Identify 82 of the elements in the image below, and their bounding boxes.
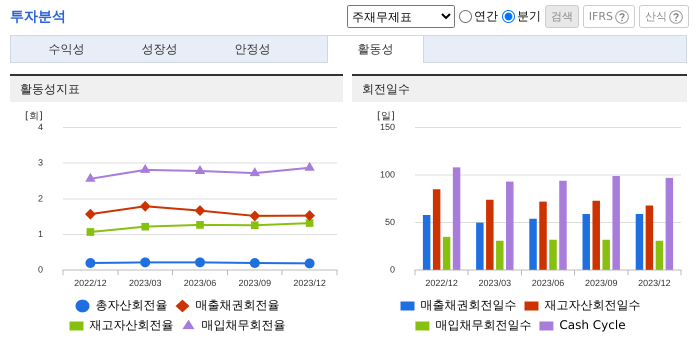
text: 주재무제표	[346, 5, 455, 28]
bar	[666, 178, 674, 270]
x-tick-label: 2023/12	[293, 278, 326, 288]
text: 성장성	[140, 41, 178, 58]
bar	[549, 240, 557, 270]
y-tick-label: 2	[38, 193, 44, 204]
x-tick-label: 2023/12	[638, 278, 671, 288]
x-tick-label: 2023/06	[532, 278, 564, 288]
x-tick-label: 2023/09	[238, 278, 272, 288]
point	[85, 258, 96, 268]
text: 분기	[516, 8, 541, 25]
legend-label: 재고자산회전율	[90, 318, 174, 332]
x-tick-label: 2022/12	[74, 278, 107, 288]
text: 연간	[472, 8, 498, 25]
point	[86, 174, 95, 182]
point	[306, 219, 314, 227]
y-tick-label: 150	[380, 122, 396, 132]
text: 활동성	[327, 35, 424, 63]
legend-label: Cash Cycle	[559, 318, 626, 332]
y-tick-label: 100	[380, 169, 396, 180]
bar	[636, 214, 644, 270]
y-tick-label: 3	[38, 158, 44, 168]
bar	[506, 182, 514, 270]
point	[86, 228, 94, 236]
text: 수익성	[48, 41, 86, 58]
bar	[646, 205, 654, 270]
legend-label: 매출채권회전일수	[420, 298, 516, 312]
point	[250, 210, 260, 221]
x-tick-label: 2023/03	[128, 278, 162, 288]
y-axis-title: [회]	[25, 110, 43, 122]
point	[250, 258, 260, 268]
point	[140, 164, 150, 173]
x-tick-label: 2023/09	[584, 278, 618, 288]
point	[304, 210, 315, 221]
legend-label: 매출채권회전율	[196, 298, 280, 312]
text: 안정성	[234, 41, 272, 58]
bar	[432, 189, 440, 270]
point	[141, 222, 150, 230]
bar	[422, 214, 430, 270]
bar	[442, 236, 450, 270]
bar	[529, 218, 537, 270]
text: 검색	[550, 9, 573, 24]
legend-label: 재고자산회전일수	[544, 298, 640, 312]
bar	[602, 240, 610, 270]
point	[250, 168, 260, 176]
y-tick-label: 0	[390, 264, 396, 275]
bar	[592, 200, 600, 270]
bar	[486, 200, 494, 270]
text: 산식	[645, 9, 667, 24]
bar	[582, 214, 590, 270]
y-tick-label: 4	[38, 122, 44, 132]
bar	[612, 176, 620, 270]
bar	[539, 202, 547, 270]
point	[195, 257, 206, 268]
y-tick-label: 50	[385, 217, 396, 228]
point	[196, 166, 204, 174]
legend-label: 매입채무회전율	[202, 318, 286, 332]
legend-label: 매입채무회전일수	[435, 318, 532, 332]
chart-title: 회전일수	[352, 76, 687, 102]
bar	[496, 240, 504, 270]
text: 투자분석	[10, 8, 66, 26]
bar	[656, 240, 664, 270]
point	[195, 206, 206, 216]
x-tick-label: 2022/12	[425, 278, 458, 288]
bar	[452, 167, 460, 270]
chart-title: 활동성지표	[10, 76, 343, 102]
bar	[476, 222, 484, 270]
point	[305, 162, 314, 171]
point	[85, 209, 96, 220]
y-tick-label: 0	[38, 264, 44, 275]
point	[140, 201, 150, 212]
point	[196, 221, 204, 229]
point	[140, 257, 150, 268]
x-tick-label: 2023/03	[478, 278, 512, 288]
text: IFRS	[588, 10, 613, 23]
point	[250, 221, 259, 230]
legend-label: 총자산회전율	[96, 298, 168, 312]
y-tick-label: 1	[38, 228, 44, 239]
point	[304, 258, 315, 268]
y-axis-title: [일]	[377, 110, 395, 122]
x-tick-label: 2023/06	[184, 278, 216, 288]
bar	[559, 180, 567, 270]
